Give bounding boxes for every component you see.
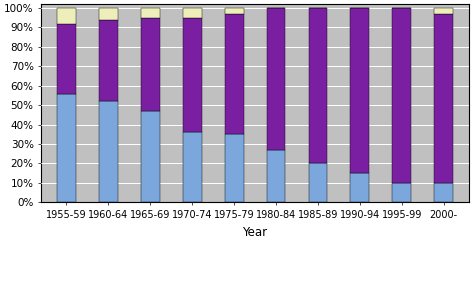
Bar [57,24,76,94]
Bar [267,8,286,150]
Bar [99,101,118,202]
Bar [225,8,244,14]
Bar [183,8,201,18]
X-axis label: Year: Year [243,226,268,239]
Bar [99,8,118,20]
Bar [141,8,160,18]
Bar [99,20,118,101]
Bar [225,134,244,202]
Bar [57,94,76,202]
Bar [434,183,453,202]
Bar [392,183,411,202]
Bar [434,14,453,183]
Bar [392,8,411,183]
Bar [183,132,201,202]
Bar [308,164,327,202]
Bar [434,8,453,14]
Bar [183,18,201,132]
Bar [267,150,286,202]
Bar [141,18,160,111]
Bar [350,8,369,173]
Bar [350,173,369,202]
Bar [308,8,327,164]
Bar [57,8,76,24]
Bar [225,14,244,134]
Bar [141,111,160,202]
